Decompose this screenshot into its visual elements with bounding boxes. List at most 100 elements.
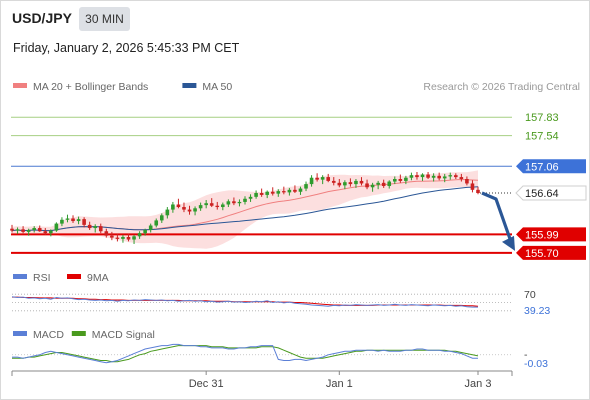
candles (10, 171, 480, 244)
candle-body (409, 175, 414, 178)
candle-body (293, 189, 297, 192)
candle-body (26, 229, 31, 232)
level-label: 157.06 (525, 161, 559, 173)
candle (49, 229, 53, 237)
timeframe-badge[interactable]: 30 MIN (79, 7, 130, 31)
candle (148, 223, 153, 233)
candle-body (343, 182, 347, 186)
legend-label: MACD (33, 329, 64, 341)
rsi-value-label: 39.23 (524, 305, 550, 317)
candle-body (282, 191, 286, 193)
candle-body (420, 174, 425, 178)
candle (232, 197, 236, 206)
candle-body (215, 205, 220, 208)
legend-swatch (71, 331, 86, 336)
candle-body (10, 228, 14, 231)
x-axis-label: Jan 1 (326, 378, 353, 390)
candle (76, 216, 81, 225)
level-tag (516, 159, 586, 174)
candle (343, 180, 347, 190)
candle (137, 231, 142, 239)
macd-legend: MACD MACD Signal (13, 329, 155, 341)
candle (287, 187, 292, 196)
candle (248, 194, 253, 202)
candle-body (404, 177, 408, 181)
legend-swatch (13, 274, 27, 279)
candle (315, 173, 319, 182)
candle-body (43, 231, 48, 234)
candle (354, 179, 358, 188)
candle (187, 205, 192, 215)
candle-body (442, 176, 447, 179)
candle-body (265, 191, 269, 195)
candle (182, 202, 186, 213)
candle (331, 177, 336, 186)
price-level-resistance: 157.54 (11, 131, 559, 143)
candle-body (15, 229, 20, 231)
candle-body (76, 219, 81, 222)
candle (459, 173, 464, 182)
legend-label: MACD Signal (92, 329, 155, 341)
candle (365, 179, 369, 190)
legend-swatch (13, 331, 27, 336)
level-label: 155.99 (525, 229, 559, 241)
candle-body (148, 225, 153, 230)
candle (448, 172, 453, 180)
candle (320, 175, 325, 185)
candle-body (270, 191, 275, 194)
candle (387, 180, 392, 189)
last-price-label: 156.64 (525, 188, 559, 200)
legend-label: MA 50 (202, 81, 232, 93)
candle-body (32, 228, 36, 230)
candle (93, 224, 98, 233)
candle (254, 190, 258, 199)
legend-swatch (13, 83, 27, 88)
candle (165, 207, 170, 219)
candle (37, 225, 42, 232)
candle-body (348, 182, 353, 185)
candle-body (448, 175, 453, 177)
candle (143, 228, 147, 236)
candle-body (320, 177, 325, 180)
candle (221, 202, 225, 211)
arrow-shaft (481, 191, 512, 240)
candle-body (87, 224, 92, 229)
candle-body (415, 175, 419, 178)
candle (104, 228, 109, 238)
x-axis-label: Jan 3 (465, 378, 492, 390)
candle-body (65, 218, 70, 220)
candle-body (60, 219, 64, 224)
candle (243, 196, 247, 205)
candle-body (237, 201, 242, 204)
candle-body (143, 229, 147, 234)
candle-body (276, 191, 281, 194)
candle (82, 217, 86, 228)
symbol-title: USD/JPY (12, 10, 72, 26)
candle-body (104, 231, 109, 236)
level-tag (516, 245, 586, 260)
price-level-pivot: 157.06 (11, 159, 586, 174)
candle-body (359, 180, 364, 184)
candle-body (254, 193, 258, 197)
candle (21, 226, 25, 234)
candle-body (159, 215, 164, 221)
candle (32, 226, 36, 233)
candle (259, 188, 264, 197)
candle (65, 214, 70, 223)
candle (154, 218, 159, 228)
candle-body (431, 175, 436, 178)
candle-body (110, 235, 114, 238)
candle-body (387, 181, 392, 187)
candle-body (176, 204, 181, 208)
candle (465, 176, 469, 186)
candle-body (182, 207, 186, 210)
legend-swatch (182, 83, 197, 88)
candle-body (287, 189, 292, 193)
candle-body (381, 182, 386, 187)
candle-body (259, 193, 264, 195)
candle (171, 201, 175, 213)
candle-body (337, 182, 342, 186)
candle-body (93, 226, 98, 229)
candle (420, 173, 425, 181)
